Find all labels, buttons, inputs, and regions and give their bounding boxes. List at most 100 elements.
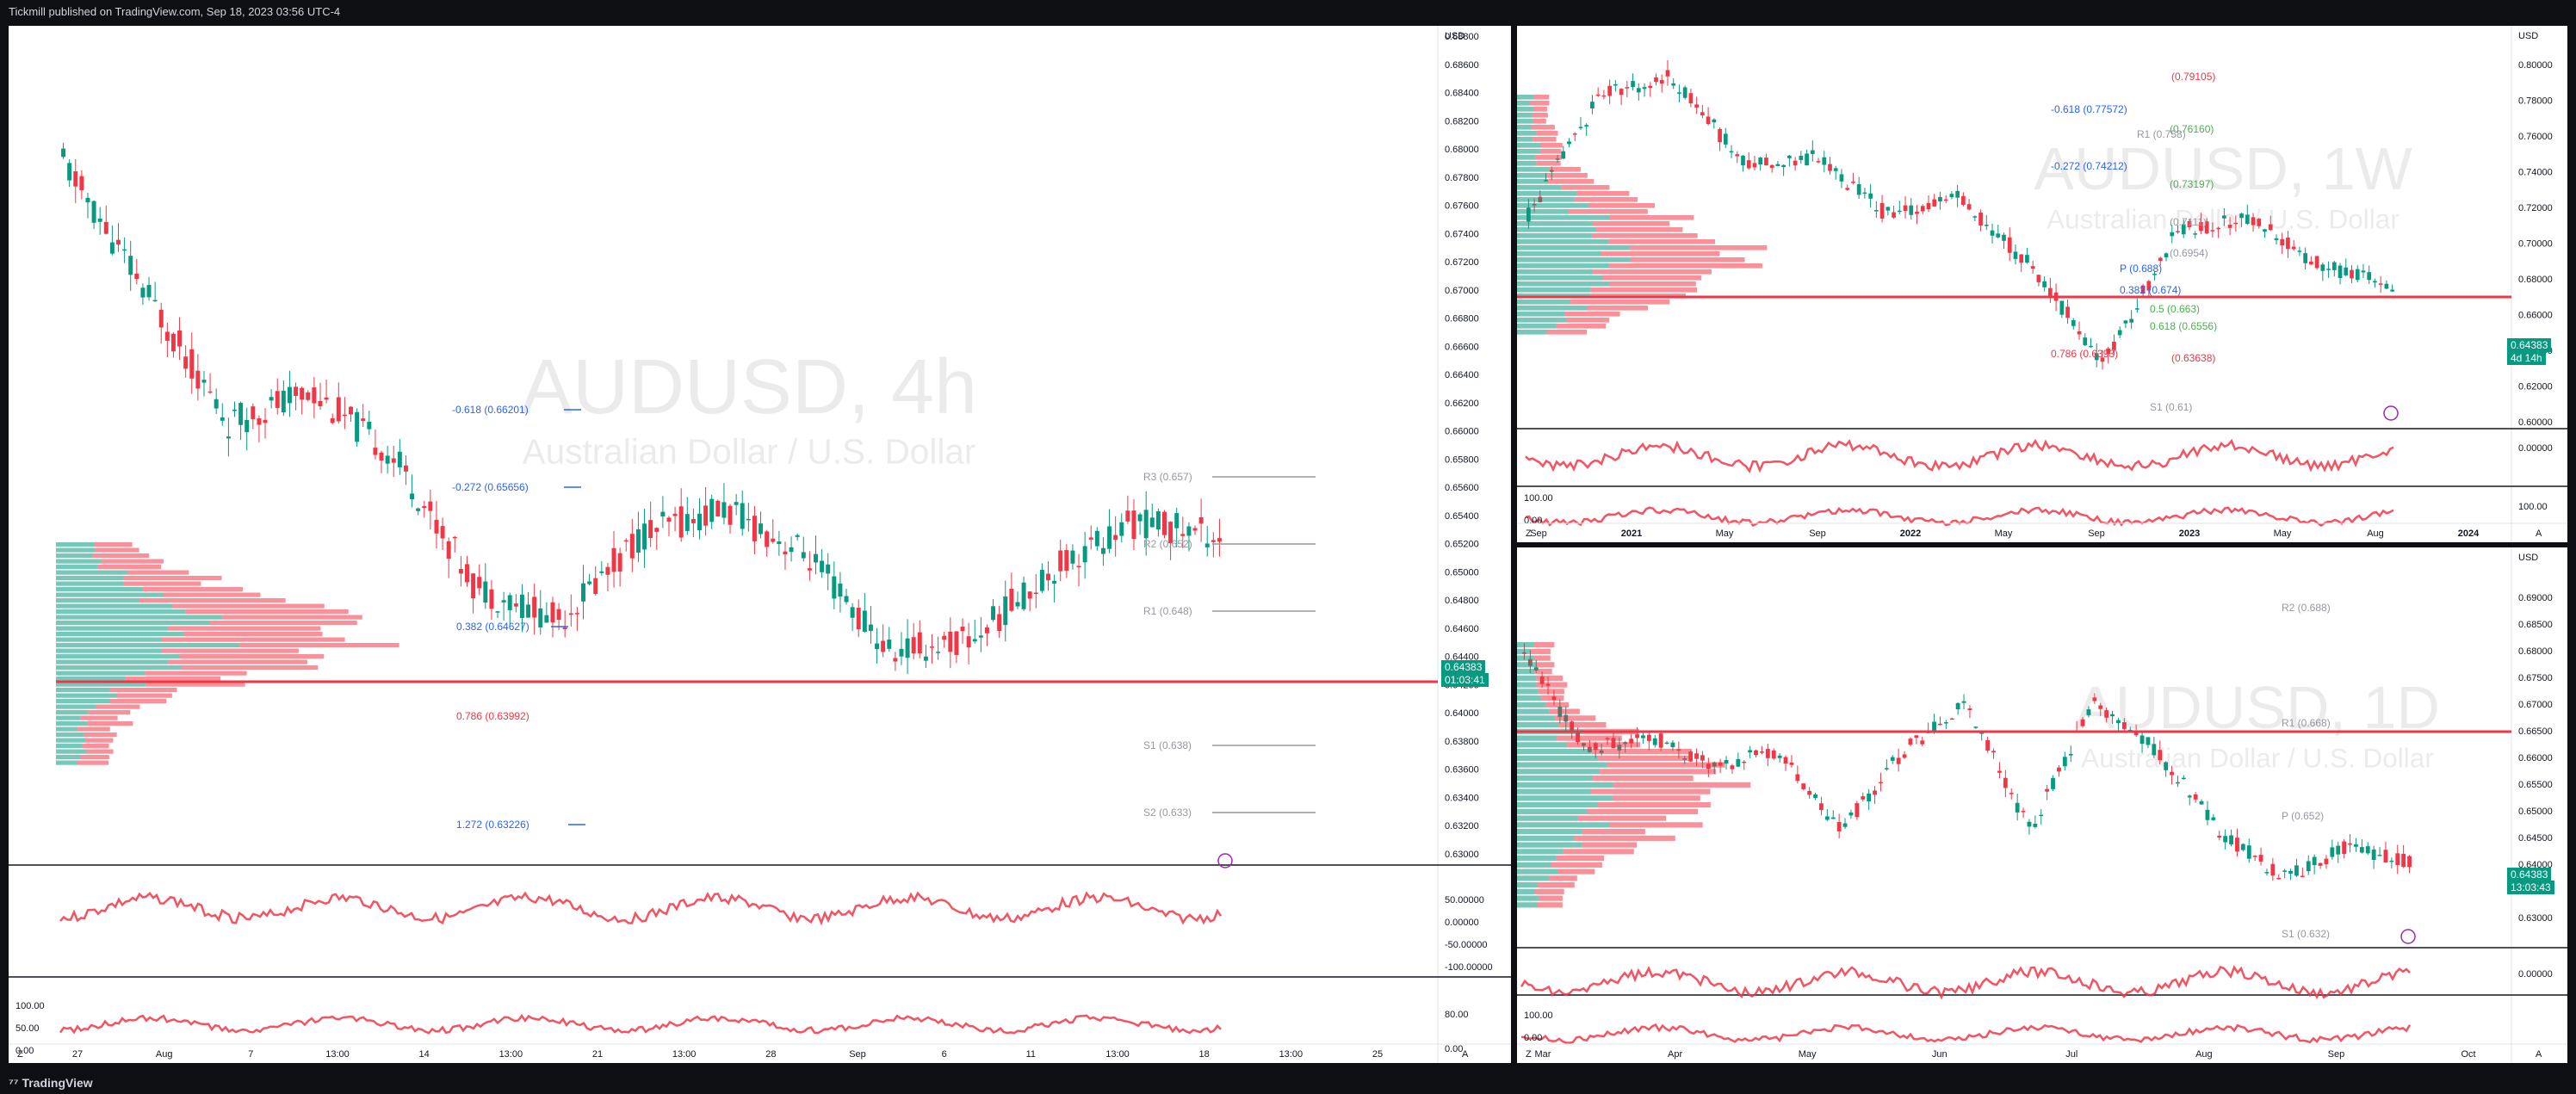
volume-profile-bar-red — [77, 726, 110, 732]
price-candle — [428, 501, 433, 511]
volume-profile-bar-green — [1517, 842, 1582, 848]
price-candle — [893, 658, 898, 662]
time-tick-label: 2022 — [1900, 528, 1921, 539]
price-candle — [562, 627, 567, 629]
price-tick-label: 0.66600 — [1445, 342, 1479, 352]
level-label: P (0.652) — [2282, 810, 2324, 822]
price-candle — [2258, 855, 2263, 862]
volume-profile-bar-red — [85, 738, 114, 743]
price-candle — [1851, 182, 1855, 183]
price-candle — [666, 517, 672, 522]
corner-a-button: A — [1462, 1049, 1469, 1060]
price-tick-label: 0.67800 — [1445, 173, 1479, 183]
price-candle — [1677, 92, 1681, 94]
volume-profile-bar-red — [1533, 642, 1555, 648]
price-candle — [2342, 841, 2347, 855]
price-candle — [1590, 102, 1595, 109]
price-candle — [2021, 811, 2026, 813]
price-candle — [1752, 163, 1757, 168]
price-candle — [1180, 534, 1186, 536]
price-candle — [1985, 739, 1991, 751]
price-candle — [2110, 714, 2115, 717]
price-candle — [2030, 266, 2035, 269]
volume-profile-bar-red — [161, 648, 299, 653]
price-candle — [1868, 193, 1873, 199]
chart-panel-1d[interactable]: USD 0.69000 0.68500 0.68000 0.67500 0.67000 0.… — [1517, 547, 2567, 1063]
price-candle — [177, 331, 183, 347]
price-candle — [1694, 104, 1699, 108]
volume-profile-bar-green — [1517, 318, 1567, 323]
volume-profile-bar-green — [1517, 197, 1575, 202]
price-candle — [1748, 750, 1753, 753]
volume-profile-bar-red — [86, 749, 114, 754]
price-candle — [1984, 225, 1989, 226]
brand-name: TradingView — [22, 1076, 93, 1090]
price-candle — [2133, 732, 2139, 736]
price-candle — [881, 640, 886, 652]
time-tick-label: May — [1799, 1049, 1817, 1060]
chart-1d-canvas[interactable]: USD 0.69000 0.68500 0.68000 0.67500 0.67000 0.… — [1517, 547, 2567, 1063]
price-candle — [795, 535, 800, 537]
price-candle — [1162, 511, 1167, 535]
price-candle — [1652, 738, 1657, 745]
price-tick-label: 0.68000 — [1445, 145, 1479, 155]
price-candle — [201, 380, 207, 383]
volume-profile-bar-green — [1517, 107, 1533, 112]
price-candle — [1920, 206, 1925, 212]
volume-profile-bar-green — [56, 704, 96, 709]
volume-profile-bar-green — [1517, 287, 1591, 293]
volume-profile-bar-green — [1517, 742, 1568, 748]
price-candle — [1842, 823, 1848, 827]
price-candle — [2048, 287, 2053, 297]
last-price-tag-1d: 0.64383 — [2507, 868, 2552, 881]
price-candle — [1807, 790, 1812, 795]
price-candle — [1730, 765, 1735, 770]
price-candle — [2204, 221, 2209, 234]
level-label: (0.63638) — [2171, 352, 2215, 364]
price-tick-label: 0.62000 — [2518, 382, 2553, 392]
price-candle — [91, 201, 96, 223]
volume-profile-bar-green — [1517, 324, 1557, 329]
level-label: 0.382 (0.674) — [2120, 284, 2181, 296]
volume-profile-bar-red — [88, 710, 131, 715]
price-candle — [2170, 232, 2175, 237]
price-candle — [2378, 283, 2383, 285]
time-tick-label: 21 — [592, 1049, 603, 1060]
price-tick-label: 0.67400 — [1445, 229, 1479, 239]
price-candle — [1896, 757, 1901, 764]
price-candle — [1168, 522, 1173, 544]
price-candle — [2288, 870, 2293, 875]
price-candle — [1996, 233, 2001, 238]
price-candle — [991, 606, 996, 621]
price-candle — [2314, 256, 2319, 269]
price-candle — [556, 609, 561, 621]
volume-profile-bar-green — [1517, 795, 1613, 801]
volume-profile-bar-red — [1549, 708, 1580, 714]
chart-1w-canvas[interactable]: USD 0.80000 0.78000 0.76000 0.74000 0.72000 0.… — [1517, 26, 2567, 542]
corner-a-button: A — [2536, 1049, 2542, 1060]
price-candle — [1793, 160, 1798, 166]
published-text: Tickmill published on TradingView.com, S… — [9, 5, 341, 18]
price-tick-label: 0.70000 — [2518, 239, 2553, 250]
chart-panel-1w[interactable]: USD 0.80000 0.78000 0.76000 0.74000 0.72000 0.… — [1517, 26, 2567, 542]
price-tick-label: 0.76000 — [2518, 132, 2553, 142]
price-candle — [1629, 739, 1634, 744]
volume-profile-bar-red — [95, 704, 140, 709]
tradingview-logo[interactable]: ⁷⁷ TradingView — [9, 1076, 93, 1090]
price-candle — [2002, 234, 2006, 241]
price-candle — [709, 498, 715, 522]
price-candle — [2280, 238, 2285, 246]
volume-profile-bar-red — [127, 570, 189, 575]
price-candle — [2263, 229, 2267, 232]
price-candle — [838, 583, 843, 597]
volume-profile-bar-red — [1548, 875, 1577, 881]
chart-panel-4h[interactable]: USD 0.68800 0.68600 0.68400 0.68200 0.68000 0.… — [9, 26, 1511, 1063]
price-candle — [1990, 230, 1995, 236]
price-candle — [1694, 753, 1699, 759]
volume-profile-bar-green — [1517, 662, 1536, 668]
price-candle — [1915, 211, 1919, 214]
price-candle — [1670, 742, 1675, 748]
price-candle — [214, 399, 219, 409]
time-tick-label: 13:00 — [672, 1049, 697, 1060]
